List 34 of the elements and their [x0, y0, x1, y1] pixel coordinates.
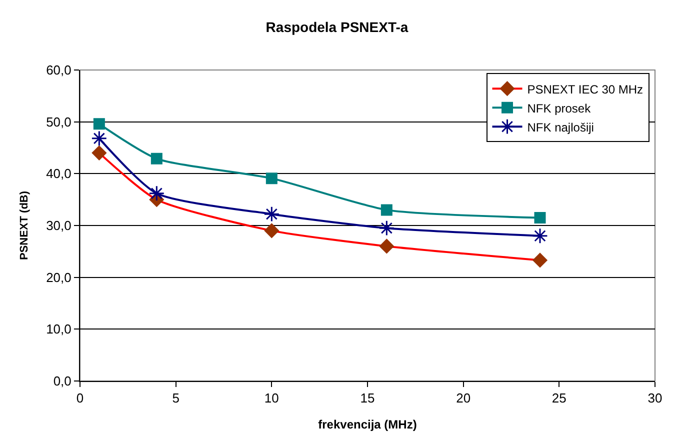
- point: [532, 252, 548, 268]
- point: [534, 212, 546, 224]
- x-tick-label: 25: [552, 390, 566, 406]
- point: [91, 130, 108, 146]
- point: [378, 220, 395, 236]
- y-tick-label: 30,0: [46, 218, 72, 234]
- point: [264, 223, 279, 238]
- y-tick-label: 10,0: [46, 322, 72, 337]
- y-tick-label: 0,0: [53, 374, 72, 389]
- legend-label: NFK prosek: [527, 101, 592, 116]
- y-axis-title: PSNEXT (dB): [18, 190, 31, 260]
- point: [150, 152, 162, 164]
- chart-title: Raspodela PSNEXT-a: [266, 18, 408, 35]
- y-tick-label: 40,0: [46, 166, 72, 182]
- point: [266, 172, 278, 184]
- y-tick-label: 60,0: [46, 62, 72, 78]
- y-tick-label: 20,0: [46, 270, 72, 285]
- point: [264, 206, 280, 222]
- x-tick-label: 15: [360, 390, 375, 406]
- point: [148, 185, 165, 202]
- point: [379, 238, 394, 254]
- x-tick-label: 5: [172, 390, 180, 406]
- point: [92, 146, 106, 160]
- x-tick-label: 30: [648, 390, 662, 406]
- y-tick-label: 50,0: [46, 114, 72, 130]
- x-tick-label: 20: [456, 390, 471, 406]
- x-tick-label: 0: [76, 390, 84, 406]
- point: [532, 228, 548, 244]
- point: [380, 204, 392, 216]
- x-tick-label: 10: [264, 390, 279, 406]
- x-axis-title: frekvencija (MHz): [318, 418, 417, 432]
- legend-label: NFK najlošiji: [527, 120, 594, 134]
- legend-label: PSNEXT IEC 30 MHz: [527, 82, 644, 96]
- point: [93, 118, 105, 130]
